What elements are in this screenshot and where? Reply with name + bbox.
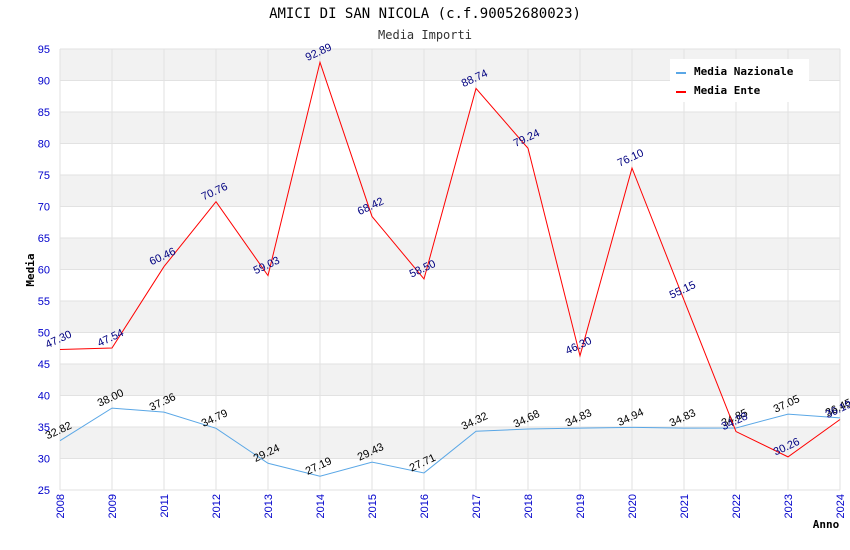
x-tick-label: 2014	[315, 494, 327, 518]
grid-band	[60, 206, 840, 238]
x-tick-label: 2019	[575, 494, 587, 518]
grid-band	[60, 458, 840, 490]
y-tick-label: 45	[38, 359, 50, 371]
legend: Media Nazionale Media Ente	[670, 59, 809, 102]
x-tick-label: 2009	[107, 494, 119, 518]
x-tick-label: 2012	[211, 494, 223, 518]
y-tick-label: 95	[38, 44, 50, 56]
x-tick-label: 2024	[835, 494, 847, 518]
chart-subtitle: Media Importi	[378, 28, 472, 42]
series-line-media-nazionale	[59, 407, 841, 477]
y-tick-label: 55	[38, 296, 50, 308]
y-tick-label: 30	[38, 454, 50, 466]
x-tick-label: 2021	[679, 494, 691, 518]
y-tick-label: 75	[38, 170, 50, 182]
y-tick-label: 90	[38, 76, 50, 88]
x-axis-ticks: 2008 2009 2011 2012 2013 2014 2015 2016 2017 2018…	[55, 494, 847, 518]
x-tick-label: 2016	[419, 494, 431, 518]
grid-band	[60, 269, 840, 301]
y-tick-label: 25	[38, 485, 50, 497]
legend-label-nazionale: Media Nazionale	[694, 65, 794, 78]
chart-title: AMICI DI SAN NICOLA (c.f.90052680023)	[269, 6, 581, 22]
x-tick-label: 2013	[263, 494, 275, 518]
grid-bands	[59, 48, 841, 491]
series-line-media-ente	[59, 60, 841, 458]
grid-band	[60, 143, 840, 175]
grid-band	[60, 301, 840, 333]
legend-box	[670, 59, 809, 102]
y-axis-label: Media	[24, 253, 37, 286]
y-tick-label: 35	[38, 422, 50, 434]
y-tick-label: 60	[38, 265, 50, 277]
grid-band	[60, 238, 840, 270]
x-tick-label: 2020	[627, 494, 639, 518]
y-tick-label: 80	[38, 139, 50, 151]
y-tick-label: 85	[38, 107, 50, 119]
x-tick-label: 2018	[523, 494, 535, 518]
y-tick-label: 40	[38, 391, 50, 403]
legend-label-ente: Media Ente	[694, 84, 761, 97]
y-tick-label: 65	[38, 233, 50, 245]
x-tick-label: 2023	[783, 494, 795, 518]
grid-band	[60, 395, 840, 427]
grid-band	[60, 112, 840, 144]
x-tick-label: 2011	[159, 494, 171, 518]
x-tick-label: 2015	[367, 494, 379, 518]
y-axis-ticks: 25 30 35 40 45 50 55 60 65 70 75 80 85 90 95	[38, 44, 50, 497]
x-axis-label: Anno	[813, 518, 840, 531]
grid-band	[60, 427, 840, 459]
y-tick-label: 70	[38, 202, 50, 214]
grid-band	[60, 364, 840, 396]
x-tick-label: 2017	[471, 494, 483, 518]
x-tick-label: 2022	[731, 494, 743, 518]
y-tick-label: 50	[38, 328, 50, 340]
grid-band	[60, 332, 840, 364]
grid-band	[60, 175, 840, 207]
x-tick-label: 2008	[55, 494, 67, 518]
